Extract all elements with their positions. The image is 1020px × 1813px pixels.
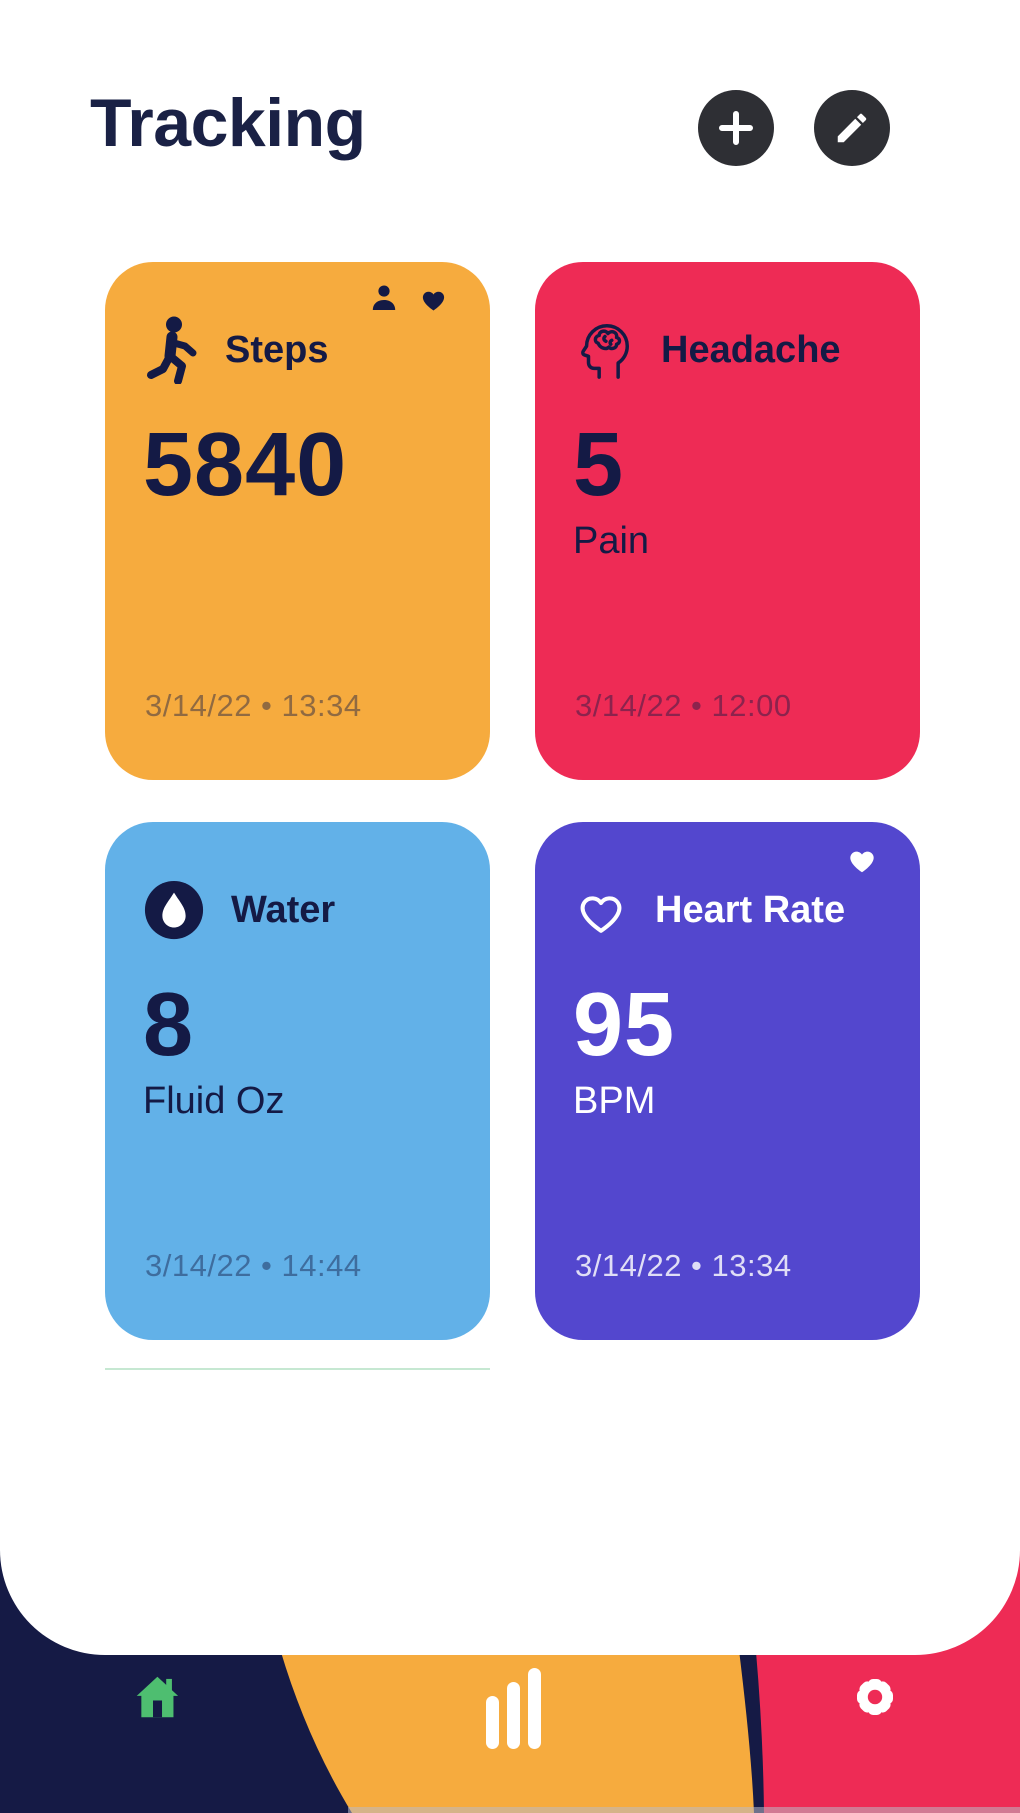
page-title: Tracking [90, 85, 366, 161]
tracker-card-heart-rate[interactable]: Heart Rate 95 BPM 3/14/22 • 13:34 [535, 822, 920, 1340]
settings-gear-icon[interactable] [857, 1679, 893, 1715]
card-timestamp: 3/14/22 • 13:34 [145, 688, 362, 723]
header-buttons [698, 90, 890, 166]
pencil-icon [837, 113, 867, 143]
card-badges [844, 842, 880, 875]
card-badges [368, 282, 450, 314]
tracker-card-water[interactable]: Water 8 Fluid Oz 3/14/22 • 14:44 [105, 822, 490, 1340]
walk-icon [147, 316, 197, 384]
add-button[interactable] [698, 90, 774, 166]
card-unit: BPM [573, 1080, 656, 1122]
card-title: Water [231, 888, 336, 931]
card-title: Headache [661, 328, 841, 371]
card-timestamp: 3/14/22 • 13:34 [575, 1248, 792, 1283]
tracker-grid: Steps 5840 3/14/22 • 13:34 Heada [105, 262, 920, 1340]
card-header: Water [143, 876, 452, 944]
card-timestamp: 3/14/22 • 14:44 [145, 1248, 362, 1283]
heart-icon [850, 851, 874, 873]
plus-icon [719, 111, 753, 145]
card-header: Headache [573, 316, 882, 384]
head-brain-icon [581, 324, 629, 379]
home-icon[interactable] [136, 1676, 179, 1718]
list-divider [105, 1368, 490, 1370]
card-unit [143, 520, 452, 564]
card-title: Heart Rate [655, 888, 846, 931]
tracker-card-headache[interactable]: Headache 5 Pain 3/14/22 • 12:00 [535, 262, 920, 780]
card-timestamp: 3/14/22 • 12:00 [575, 688, 792, 723]
card-header: Steps [143, 316, 452, 384]
tracker-card-steps[interactable]: Steps 5840 3/14/22 • 13:34 [105, 262, 490, 780]
card-unit: Pain [573, 520, 650, 562]
card-header: Heart Rate [573, 876, 882, 944]
card-title: Steps [225, 328, 329, 371]
card-value: 5840 [143, 415, 348, 515]
card-unit: Fluid Oz [143, 1080, 285, 1122]
heart-icon [422, 291, 445, 311]
card-value: 95 [573, 975, 676, 1075]
person-icon [372, 285, 396, 310]
card-value: 8 [143, 975, 195, 1075]
edit-button[interactable] [814, 90, 890, 166]
home-indicator-strip [348, 1807, 1020, 1813]
water-drop-icon [144, 880, 204, 940]
heart-outline-icon [580, 896, 622, 933]
content-sheet: Tracking [0, 0, 1020, 1655]
card-value: 5 [573, 415, 625, 515]
bar-chart-icon[interactable] [486, 1668, 541, 1749]
